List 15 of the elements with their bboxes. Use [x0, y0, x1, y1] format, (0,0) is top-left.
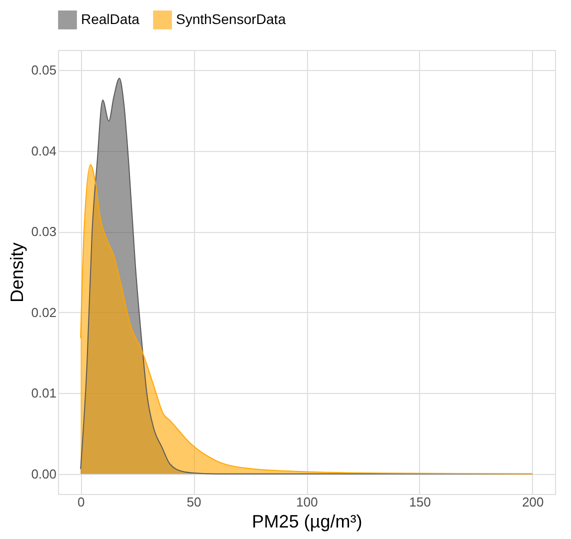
y-tick-label: 0.02: [31, 304, 56, 320]
legend-label: RealData: [81, 10, 140, 27]
y-tick-label: 0.03: [31, 224, 56, 240]
y-tick-label: 0.05: [31, 62, 56, 78]
x-tick-label: 50: [186, 494, 202, 510]
y-tick-label: 0.04: [31, 143, 56, 158]
y-tick-label: 0.00: [31, 466, 56, 482]
x-tick-label: 100: [296, 494, 318, 510]
y-tick-label: 0.01: [31, 386, 56, 401]
y-axis-title: Density: [7, 242, 28, 303]
x-tick-label: 200: [522, 494, 544, 510]
legend-label: SynthSensorData: [176, 10, 286, 27]
x-tick-label: 150: [409, 494, 431, 510]
x-axis-title: PM25 (µg/m³): [252, 512, 362, 532]
x-tick-label: 0: [77, 494, 85, 510]
